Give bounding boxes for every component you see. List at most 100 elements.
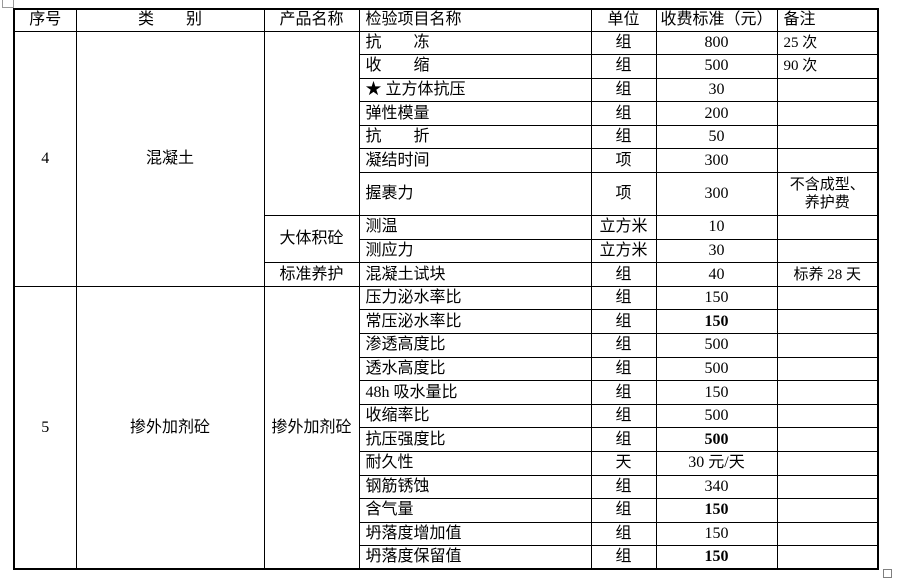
table-row: 收缩率比组 500 xyxy=(14,403,879,429)
fee-cell: 10 xyxy=(655,215,778,240)
product-cell: 大体积砼 xyxy=(263,215,360,264)
remark-cell: 标养 28 天 xyxy=(776,262,879,287)
fee-cell: 150 xyxy=(655,309,778,335)
fee-cell: 340 xyxy=(655,474,778,500)
item-cell: 48h 吸水量比 xyxy=(358,380,592,405)
header-row: 序号类 别产品名称 检验项目名称 单位 收费标准（元） 备注 xyxy=(13,8,879,32)
remark-cell xyxy=(776,380,879,405)
category-cell: 混凝土 xyxy=(75,30,265,287)
fee-cell: 40 xyxy=(655,262,778,287)
table-row: 抗压强度比组 500 xyxy=(14,427,879,452)
unit-cell: 立方米 xyxy=(590,238,657,264)
unit-cell: 组 xyxy=(590,380,657,405)
item-cell: 抗 冻 xyxy=(358,30,592,56)
remark-cell: 90 次 xyxy=(776,54,879,79)
unit-cell: 组 xyxy=(590,498,657,523)
fee-cell: 200 xyxy=(655,101,778,126)
header-cell-4: 单位 xyxy=(590,8,657,32)
item-cell: ★ 立方体抗压 xyxy=(358,77,592,103)
item-cell: 混凝土试块 xyxy=(358,262,592,287)
unit-cell: 天 xyxy=(590,451,657,476)
item-cell: 坍落度保留值 xyxy=(358,545,592,570)
table-row: 弹性模量组 200 xyxy=(14,101,879,126)
fee-cell: 30 元/天 xyxy=(655,451,778,476)
item-cell: 握裹力 xyxy=(358,172,592,217)
remark-cell xyxy=(776,101,879,126)
remark-cell xyxy=(776,285,879,311)
item-cell: 弹性模量 xyxy=(358,101,592,126)
unit-cell: 组 xyxy=(590,545,657,570)
unit-cell: 项 xyxy=(590,172,657,217)
fee-cell: 50 xyxy=(655,124,778,150)
table-resize-handle[interactable] xyxy=(883,569,892,578)
item-cell: 测温 xyxy=(358,215,592,240)
remark-cell xyxy=(776,148,879,174)
remark-cell xyxy=(776,309,879,335)
table-row: 标准养护 混凝土试块组 40 标养 28 天 xyxy=(14,262,879,287)
product-cell xyxy=(263,30,360,217)
inspection-fee-table: 序号类 别产品名称 检验项目名称 单位 收费标准（元） 备注 4 混凝土抗 冻组 800 25… xyxy=(13,8,879,571)
product-cell: 掺外加剂砼 xyxy=(263,285,360,570)
remark-cell xyxy=(776,215,879,240)
item-cell: 抗 折 xyxy=(358,124,592,150)
table-row: 坍落度保留值组 150 xyxy=(14,545,879,570)
unit-cell: 组 xyxy=(590,54,657,79)
unit-cell: 组 xyxy=(590,333,657,358)
fee-cell: 150 xyxy=(655,521,778,547)
item-cell: 透水高度比 xyxy=(358,356,592,382)
table-row: 4 混凝土抗 冻组 800 25 次 xyxy=(13,30,879,287)
table-row: 抗 折组 50 xyxy=(14,124,879,150)
header-cell-6: 备注 xyxy=(776,8,879,32)
table-row: 大体积砼 测温 立方米 10 xyxy=(14,215,879,264)
unit-cell: 组 xyxy=(590,403,657,429)
table-row: 透水高度比组 500 xyxy=(14,356,879,382)
header-cell-0: 序号 xyxy=(13,8,77,32)
item-cell: 测应力 xyxy=(358,238,592,264)
table-row: 渗透高度比组 500 xyxy=(14,333,879,358)
fee-cell: 500 xyxy=(655,356,778,382)
item-cell: 压力泌水率比 xyxy=(358,285,592,311)
fee-cell: 800 xyxy=(655,30,778,56)
remark-cell: 不含成型、 养护费 xyxy=(776,172,879,217)
table-row: 凝结时间项 300 xyxy=(14,148,879,174)
table-row: 测应力 立方米 30 xyxy=(14,238,879,264)
item-cell: 抗压强度比 xyxy=(358,427,592,452)
remark-cell xyxy=(776,427,879,452)
table-row: 坍落度增加值组 150 xyxy=(14,521,879,547)
table-row: 握裹力项 300 不含成型、 养护费 xyxy=(14,172,879,217)
item-cell: 钢筋锈蚀 xyxy=(358,474,592,500)
table-row: 钢筋锈蚀组 340 xyxy=(14,474,879,500)
unit-cell: 组 xyxy=(590,309,657,335)
fee-cell: 30 xyxy=(655,77,778,103)
fee-cell: 500 xyxy=(655,333,778,358)
product-cell: 标准养护 xyxy=(263,262,360,287)
item-cell: 凝结时间 xyxy=(358,148,592,174)
unit-cell: 组 xyxy=(590,521,657,547)
table-row: 含气量组 150 xyxy=(14,498,879,523)
fee-cell: 150 xyxy=(655,285,778,311)
fee-cell: 300 xyxy=(655,172,778,217)
item-cell: 收缩率比 xyxy=(358,403,592,429)
table-move-handle-icon[interactable] xyxy=(2,0,14,8)
header-cell-3: 检验项目名称 xyxy=(358,8,592,32)
unit-cell: 立方米 xyxy=(590,215,657,240)
fee-cell: 300 xyxy=(655,148,778,174)
unit-cell: 组 xyxy=(590,262,657,287)
item-cell: 耐久性 xyxy=(358,451,592,476)
serial-cell: 5 xyxy=(13,285,77,570)
unit-cell: 组 xyxy=(590,285,657,311)
unit-cell: 组 xyxy=(590,101,657,126)
remark-cell xyxy=(776,474,879,500)
remark-cell xyxy=(776,77,879,103)
table-row: ★ 立方体抗压组 30 xyxy=(14,77,879,103)
remark-cell xyxy=(776,124,879,150)
remark-cell xyxy=(776,333,879,358)
header-cell-2: 产品名称 xyxy=(263,8,360,32)
remark-cell xyxy=(776,356,879,382)
unit-cell: 组 xyxy=(590,30,657,56)
remark-cell: 25 次 xyxy=(776,30,879,56)
fee-cell: 150 xyxy=(655,498,778,523)
table-row: 耐久性天 30 元/天 xyxy=(14,451,879,476)
remark-cell xyxy=(776,521,879,547)
